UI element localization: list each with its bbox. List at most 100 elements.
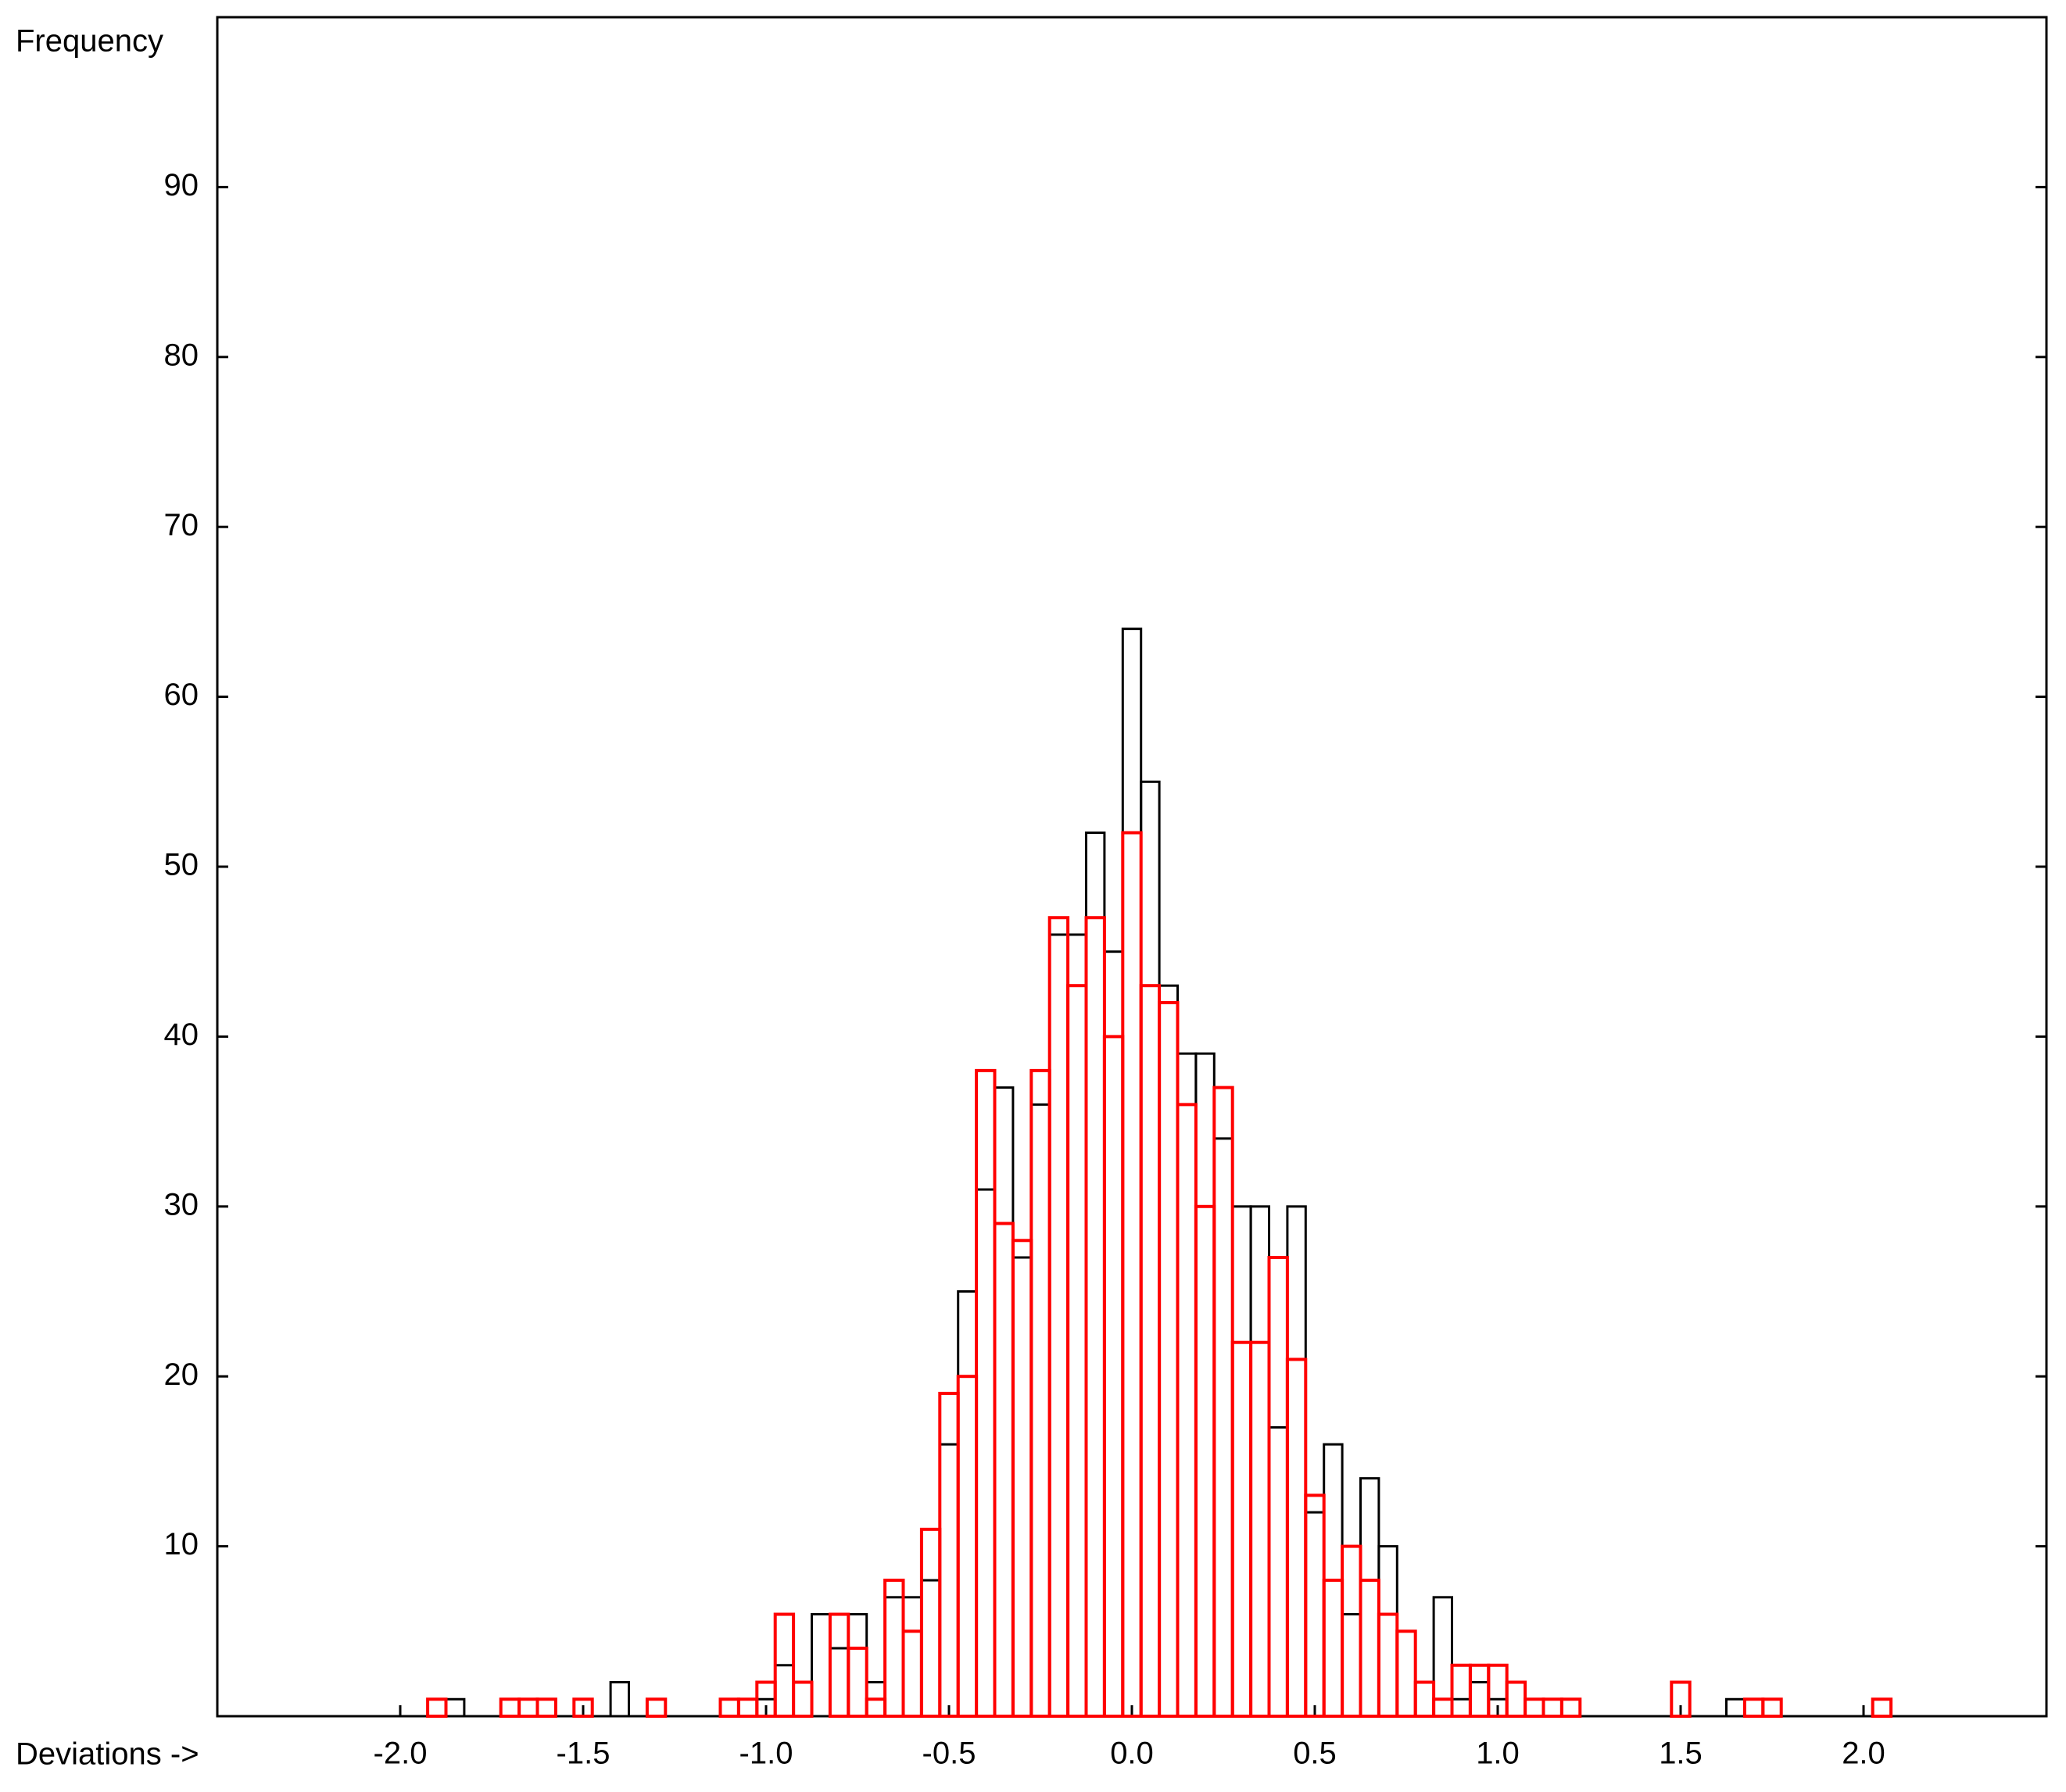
histogram-bar [1451, 1697, 1472, 1718]
histogram-bar [1359, 1579, 1380, 1718]
x-tick-label: -2.0 [374, 1737, 428, 1771]
histogram-bar [938, 1391, 960, 1718]
histogram-bar [773, 1612, 796, 1719]
y-tick-label: 60 [164, 678, 199, 712]
histogram-bar [1322, 1579, 1345, 1718]
histogram-bar [1121, 831, 1143, 1718]
histogram-bar [957, 1290, 978, 1718]
histogram-bar [1047, 916, 1070, 1718]
histogram-bar [1395, 1629, 1417, 1719]
histogram-bar [609, 1681, 630, 1718]
histogram-bar [774, 1664, 795, 1718]
histogram-bar [920, 1579, 941, 1718]
histogram-bar [1450, 1663, 1472, 1719]
histogram-bar [975, 1068, 997, 1718]
histogram-bar [975, 1188, 996, 1718]
histogram-bar [829, 1647, 850, 1718]
histogram-bar [1285, 1357, 1308, 1718]
histogram-bar [1012, 1256, 1033, 1718]
histogram-bar [1524, 1697, 1545, 1719]
y-tick-label: 30 [164, 1187, 199, 1221]
histogram-bar [499, 1697, 521, 1719]
histogram-bar [1029, 1068, 1051, 1718]
histogram-bar [1066, 933, 1087, 1718]
histogram-bar [994, 1086, 1015, 1718]
histogram-bar [1158, 1000, 1180, 1719]
histogram-bar [1469, 1681, 1490, 1718]
histogram-bar [1377, 1612, 1399, 1719]
histogram-bar [1395, 1629, 1417, 1718]
histogram-bar [1524, 1697, 1545, 1718]
y-tick-label: 10 [164, 1527, 199, 1561]
histogram-bar [1268, 1425, 1289, 1718]
histogram-bar [956, 1375, 979, 1718]
histogram-bar [919, 1527, 942, 1718]
histogram-bar [1249, 1340, 1271, 1718]
histogram-bar [517, 1697, 539, 1719]
histogram-bar [847, 1613, 868, 1718]
histogram-bar [901, 1629, 923, 1719]
histogram-bar [1304, 1493, 1326, 1718]
x-tick-label: 0.5 [1293, 1737, 1337, 1771]
histogram-bar [1742, 1697, 1765, 1719]
histogram-bar [1871, 1697, 1893, 1719]
histogram-bar [1194, 1204, 1216, 1719]
histogram-bar [572, 1697, 594, 1719]
histogram-bar [1139, 984, 1162, 1719]
histogram-bar [1102, 1035, 1125, 1718]
histogram-bar [1158, 984, 1179, 1718]
x-tick-label: -1.0 [739, 1737, 793, 1771]
histogram-bar [1121, 628, 1143, 1718]
histogram-bar [1432, 1697, 1454, 1719]
histogram-bar [1084, 916, 1106, 1718]
x-tick-label: 2.0 [1842, 1737, 1885, 1771]
histogram-bar [645, 1697, 668, 1719]
histogram-bar [1725, 1697, 1746, 1718]
x-tick-label: -1.5 [557, 1737, 610, 1771]
histogram-bar [828, 1612, 850, 1719]
histogram-bar [1176, 1052, 1198, 1718]
histogram-bar [1048, 933, 1069, 1718]
plot-frame [216, 16, 2048, 1718]
histogram-bar [1377, 1545, 1398, 1718]
histogram-bar [811, 1613, 832, 1718]
histogram-bar [1212, 1086, 1234, 1718]
x-tick-label: -0.5 [922, 1737, 976, 1771]
histogram-bar [1176, 1103, 1198, 1718]
histogram-bar [1267, 1256, 1289, 1718]
histogram-bar [865, 1697, 887, 1719]
histogram-bar [883, 1579, 905, 1718]
histogram-bar [535, 1697, 557, 1719]
histogram-bar [902, 1596, 923, 1718]
histogram-bar [1506, 1681, 1527, 1718]
x-tick-label: 1.5 [1659, 1737, 1703, 1771]
y-tick-label: 20 [164, 1357, 199, 1392]
histogram-bar [1103, 950, 1124, 1718]
histogram-bar [1085, 832, 1106, 1718]
histogram-bar [1341, 1544, 1362, 1718]
y-tick-label: 80 [164, 338, 199, 372]
histogram-bar [1304, 1511, 1326, 1718]
histogram-bar [736, 1697, 759, 1719]
histogram-bar [1249, 1205, 1270, 1718]
histogram-bar [1341, 1613, 1362, 1718]
histogram-bar [1743, 1697, 1764, 1718]
histogram-bar [445, 1697, 466, 1718]
histogram-bar [1468, 1663, 1491, 1719]
histogram-bar [1286, 1205, 1307, 1718]
x-tick-label: 0.0 [1110, 1737, 1154, 1771]
y-tick-label: 70 [164, 508, 199, 542]
histogram-bar [1505, 1680, 1527, 1719]
histogram-bar [1230, 1340, 1253, 1718]
histogram-bar [1231, 1205, 1252, 1718]
histogram-bar [792, 1681, 813, 1718]
histogram-bar [1029, 1103, 1051, 1718]
x-tick-label: 1.0 [1476, 1737, 1520, 1771]
histogram-bar [1413, 1680, 1436, 1719]
histogram-bar [1541, 1697, 1563, 1719]
histogram-bar [718, 1697, 740, 1719]
y-tick-label: 40 [164, 1018, 199, 1052]
histogram-bar [1212, 1137, 1234, 1718]
histogram-bar [1761, 1697, 1783, 1719]
